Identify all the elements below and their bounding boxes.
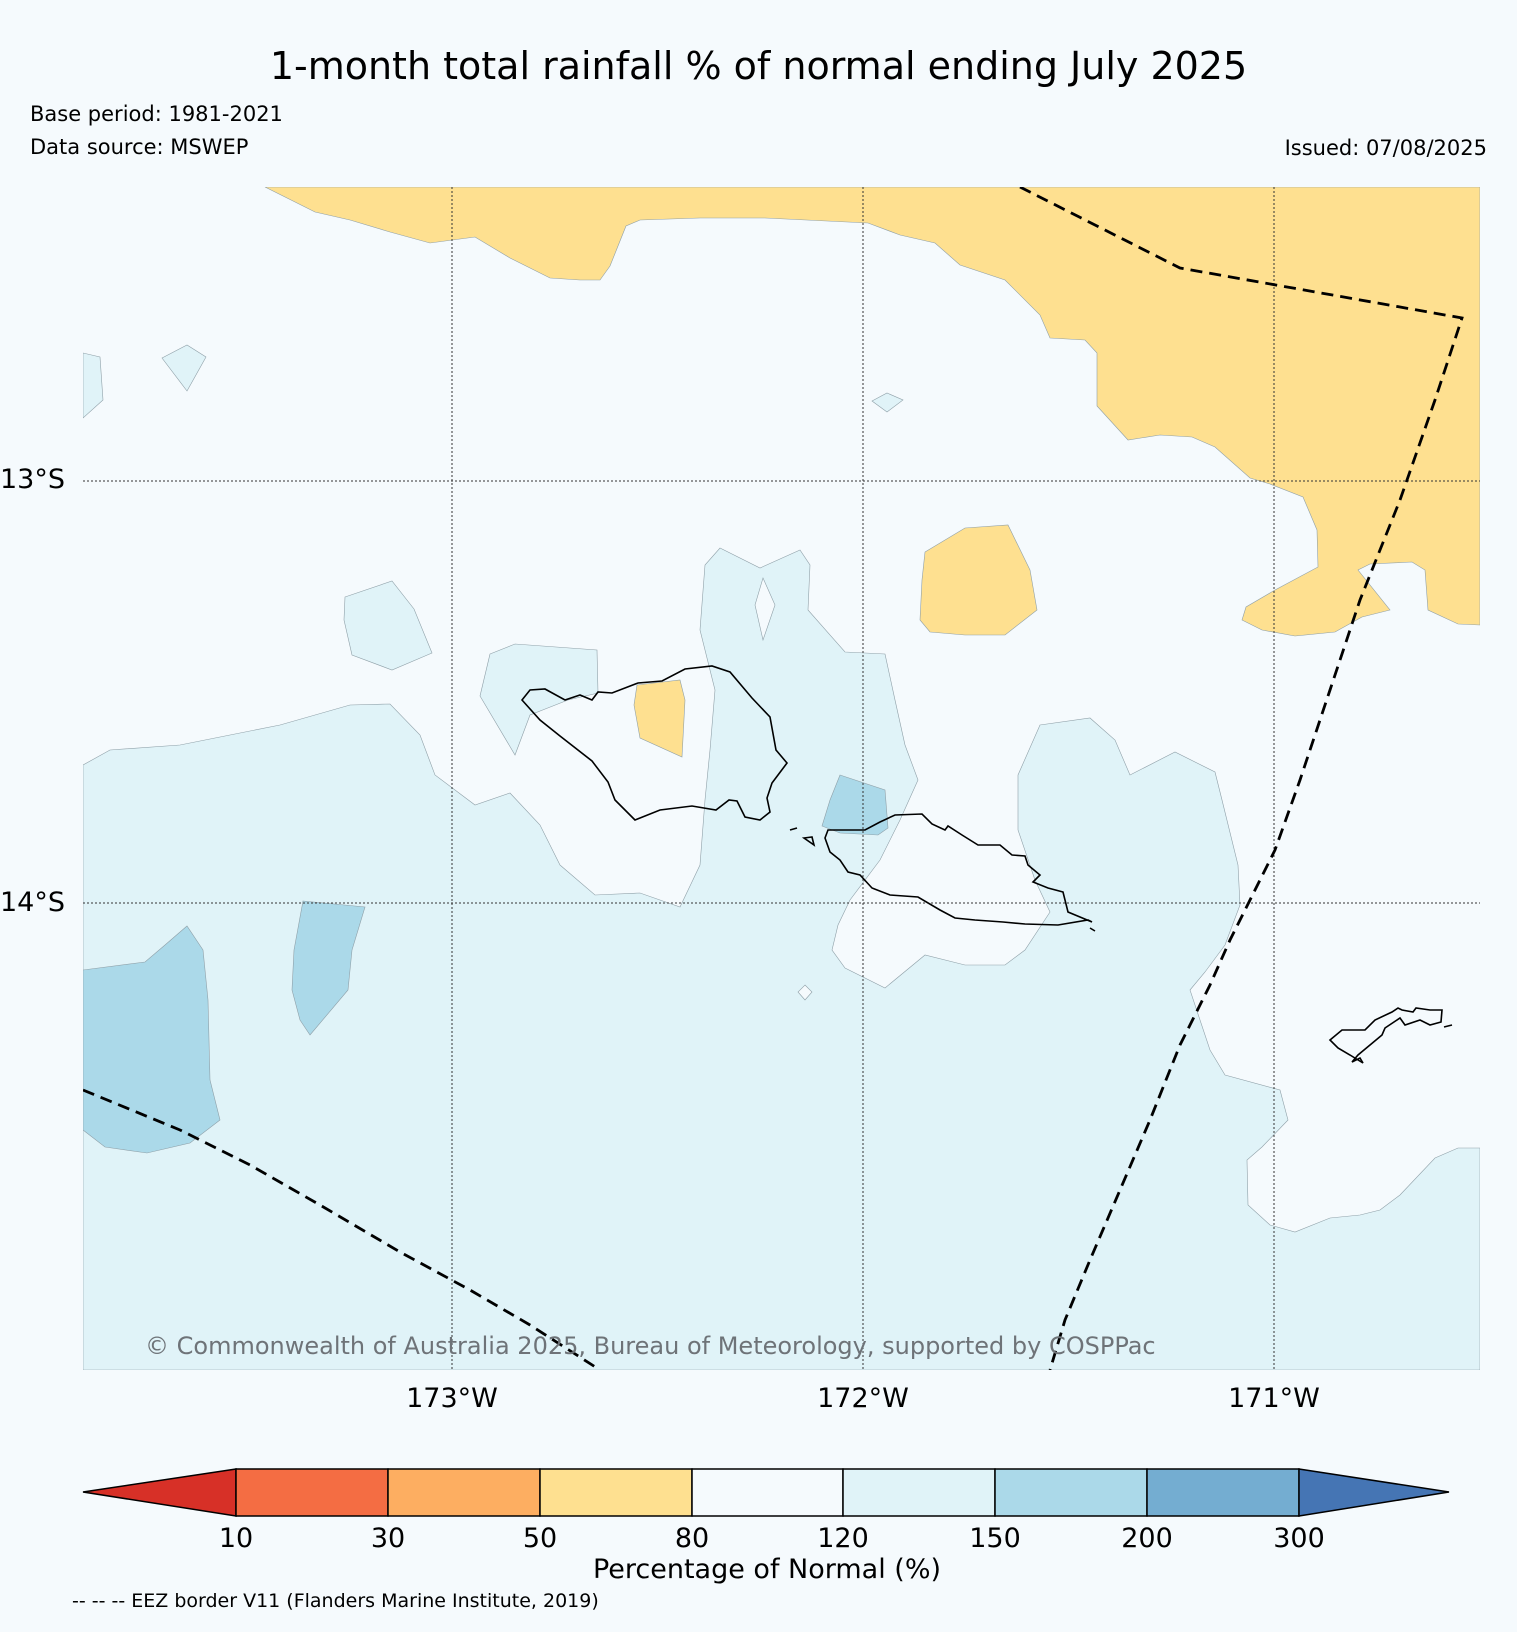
colorbar-extend-high — [1298, 1468, 1450, 1517]
coastlines — [520, 665, 1453, 1064]
lon-label-173w: 173°W — [406, 1383, 498, 1414]
eez-border-southwest — [83, 1088, 601, 1370]
colorbar-ticks: 10 30 50 80 120 150 200 300 Percentage o… — [219, 1523, 1325, 1585]
region-150-200-west — [83, 925, 221, 1154]
region-50-80-savaii-blob — [633, 679, 686, 758]
region-150-200-upolu — [821, 774, 889, 836]
eez-border-north — [1019, 187, 1464, 1370]
manono-islet — [801, 836, 816, 847]
region-80-120-strip-hole — [754, 577, 776, 642]
colorbar-tick-200: 200 — [1121, 1523, 1173, 1554]
colorbar-tick-50: 50 — [523, 1523, 557, 1554]
aunuu-islet — [1443, 1024, 1453, 1028]
tutuila-coastline — [1328, 1007, 1443, 1064]
lon-label-171w: 171°W — [1228, 1383, 1320, 1414]
colorbar-tick-10: 10 — [219, 1523, 253, 1554]
region-120-150-west-island — [343, 580, 433, 671]
colorbar-tick-300: 300 — [1273, 1523, 1325, 1554]
lat-label-13s: 13°S — [0, 464, 65, 495]
colorbar-extend-low — [82, 1468, 237, 1517]
colorbar-segment-30-50 — [387, 1468, 541, 1517]
colorbar-tick-80: 80 — [675, 1523, 709, 1554]
region-120-150-nw-edge — [83, 352, 104, 419]
lat-label-14s: 14°S — [0, 887, 65, 918]
copyright-notice: © Commonwealth of Australia 2025, Bureau… — [145, 1332, 1156, 1360]
colorbar-tick-150: 150 — [969, 1523, 1021, 1554]
region-150-200-mid — [291, 900, 366, 1036]
colorbar-label: Percentage of Normal (%) — [593, 1554, 941, 1585]
colorbar-segment-200-300 — [1146, 1468, 1300, 1517]
region-120-150-nw-blob — [161, 344, 207, 392]
map-title: 1-month total rainfall % of normal endin… — [269, 44, 1248, 88]
colorbar-tick-120: 120 — [817, 1523, 869, 1554]
eez-legend-note: -- -- -- EEZ border V11 (Flanders Marine… — [72, 1590, 599, 1612]
region-120-150-savaii — [479, 643, 599, 756]
colorbar-segment-80-120 — [691, 1468, 844, 1517]
region-80-120-dot — [797, 984, 813, 1001]
region-120-150-mid-blob — [871, 392, 904, 413]
colorbar-segment-10-30 — [235, 1468, 389, 1517]
lon-label-172w: 172°W — [817, 1383, 909, 1414]
region-50-80-north — [264, 187, 1480, 637]
islet-dash-b — [1089, 927, 1096, 932]
map-area — [83, 187, 1480, 1370]
colorbar-segment-50-80 — [539, 1468, 693, 1517]
region-50-80-center-blob — [919, 524, 1038, 636]
savaii-coastline — [520, 665, 789, 821]
upolu-coastline — [824, 813, 1093, 926]
data-source: Data source: MSWEP — [30, 135, 249, 159]
colorbar-segment-150-200 — [994, 1468, 1148, 1517]
eez-borders — [83, 187, 1464, 1370]
colorbar-segment-120-150 — [842, 1468, 996, 1517]
issued-date: Issued: 07/08/2025 — [1284, 136, 1487, 160]
colorbar — [82, 1468, 1450, 1517]
axis-labels: 13°S 14°S 173°W 172°W 171°W — [0, 464, 1320, 1414]
base-period: Base period: 1981-2021 — [30, 102, 283, 126]
islet-dash-a — [789, 827, 798, 831]
colorbar-tick-30: 30 — [371, 1523, 405, 1554]
